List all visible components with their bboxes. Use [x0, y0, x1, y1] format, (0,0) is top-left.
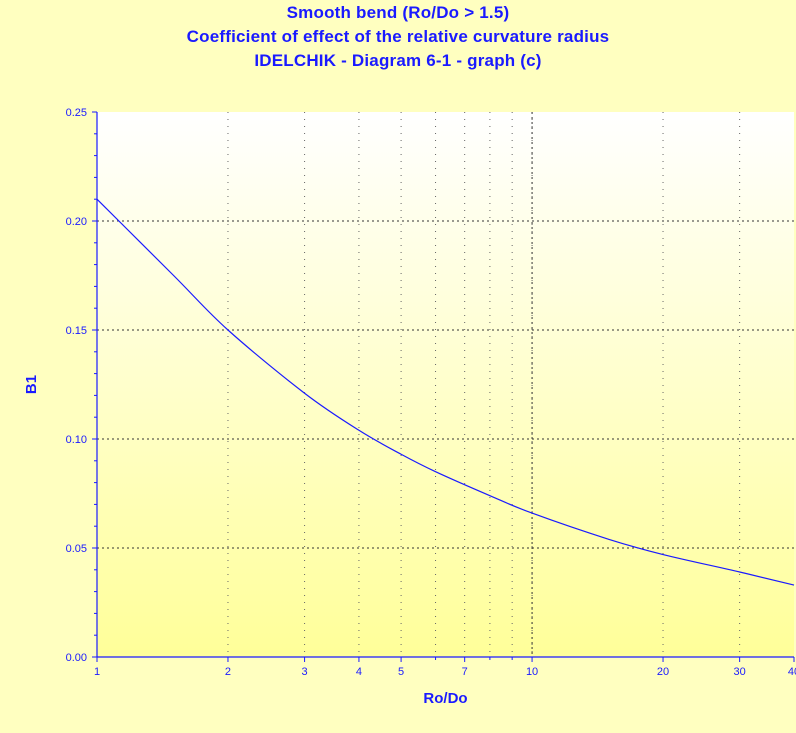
y-tick-label: 0.10 [66, 434, 87, 446]
x-tick-label: 1 [94, 666, 100, 678]
y-tick-label: 0.05 [66, 543, 87, 555]
x-tick-label: 40 [788, 666, 796, 678]
x-tick-label: 4 [356, 666, 362, 678]
x-tick-label: 7 [462, 666, 468, 678]
y-tick-label: 0.20 [66, 216, 87, 228]
x-tick-label: 20 [657, 666, 669, 678]
x-tick-label: 3 [302, 666, 308, 678]
y-tick-label: 0.00 [66, 652, 87, 664]
y-axis-title: B1 [23, 375, 40, 394]
x-axis-title: Ro/Do [423, 690, 467, 707]
x-tick-label: 2 [225, 666, 231, 678]
y-tick-label: 0.15 [66, 325, 87, 337]
y-tick-label: 0.25 [66, 107, 87, 119]
x-tick-label: 30 [734, 666, 746, 678]
plot-area [97, 112, 794, 657]
x-tick-label: 5 [398, 666, 404, 678]
x-tick-label: 10 [526, 666, 538, 678]
